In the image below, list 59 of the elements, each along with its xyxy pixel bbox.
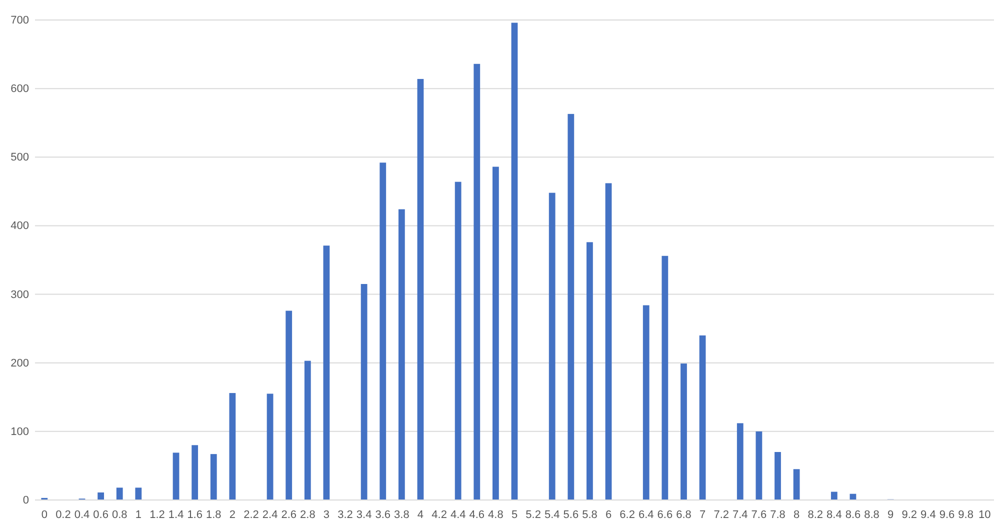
x-tick-label: 1.4 bbox=[168, 508, 184, 521]
x-tick-label: 2.8 bbox=[300, 508, 316, 521]
x-tick-label: 6.4 bbox=[638, 508, 654, 521]
x-tick-label: 6 bbox=[605, 508, 612, 521]
y-tick-label: 300 bbox=[10, 288, 29, 301]
x-tick-label: 8.6 bbox=[845, 508, 861, 521]
x-tick-label: 6.6 bbox=[657, 508, 673, 521]
y-tick-label: 0 bbox=[22, 494, 29, 507]
x-tick-label: 3.2 bbox=[338, 508, 353, 521]
x-tick-label: 8 bbox=[793, 508, 800, 521]
x-tick-label: 8.4 bbox=[826, 508, 842, 521]
x-tick-label: 6.2 bbox=[620, 508, 635, 521]
x-tick-label: 4.4 bbox=[450, 508, 466, 521]
x-tick-label: 4 bbox=[417, 508, 424, 521]
y-tick-label: 400 bbox=[10, 220, 29, 232]
x-tick-label: 0.8 bbox=[112, 508, 128, 521]
x-tick-label: 4.8 bbox=[488, 508, 504, 521]
x-tick-label: 7.4 bbox=[732, 508, 748, 521]
x-tick-label: 5.8 bbox=[582, 508, 598, 521]
x-tick-label: 7.6 bbox=[751, 508, 767, 521]
x-tick-label: 1.8 bbox=[206, 508, 222, 521]
x-tick-label: 3.8 bbox=[394, 508, 410, 521]
x-tick-label: 9 bbox=[888, 508, 894, 521]
x-tick-label: 5.2 bbox=[526, 508, 541, 521]
y-tick-label: 500 bbox=[10, 152, 29, 164]
x-tick-label: 7.2 bbox=[714, 508, 729, 521]
x-tick-label: 7 bbox=[699, 508, 706, 521]
x-tick-label: 5.4 bbox=[544, 508, 560, 521]
y-tick-label: 100 bbox=[10, 426, 29, 438]
x-tick-label: 10 bbox=[978, 508, 991, 521]
x-tick-label: 9.6 bbox=[939, 508, 955, 521]
x-tick-label: 2.4 bbox=[262, 508, 278, 521]
x-tick-label: 2.2 bbox=[244, 508, 259, 521]
x-tick-label: 0.2 bbox=[56, 508, 71, 521]
x-tick-label: 9.8 bbox=[958, 508, 974, 521]
x-tick-label: 1.6 bbox=[187, 508, 202, 521]
x-tick-label: 2 bbox=[229, 508, 236, 521]
x-tick-label: 0.6 bbox=[93, 508, 108, 521]
x-tick-label: 0 bbox=[41, 508, 48, 521]
x-tick-label: 4.6 bbox=[469, 508, 485, 521]
x-tick-label: 4.2 bbox=[432, 508, 447, 521]
x-tick-label: 3.4 bbox=[356, 508, 372, 521]
x-tick-label: 9.4 bbox=[920, 508, 936, 521]
x-tick-label: 8.2 bbox=[808, 508, 824, 521]
x-tick-label: 9.2 bbox=[902, 508, 918, 521]
y-tick-label: 200 bbox=[10, 357, 29, 370]
x-tick-label: 1 bbox=[135, 508, 142, 521]
y-tick-label: 700 bbox=[10, 14, 29, 27]
x-tick-label: 8.8 bbox=[864, 508, 880, 521]
x-tick-label: 3 bbox=[323, 508, 330, 521]
x-tick-label: 3.6 bbox=[375, 508, 391, 521]
x-tick-label: 2.6 bbox=[281, 508, 296, 521]
y-tick-label: 600 bbox=[10, 83, 29, 96]
x-tick-label: 1.2 bbox=[150, 508, 165, 521]
x-tick-label: 7.8 bbox=[770, 508, 786, 521]
x-tick-label: 0.4 bbox=[74, 508, 90, 521]
x-tick-label: 5 bbox=[511, 508, 518, 521]
x-tick-label: 6.8 bbox=[676, 508, 692, 521]
x-tick-label: 5.6 bbox=[563, 508, 579, 521]
